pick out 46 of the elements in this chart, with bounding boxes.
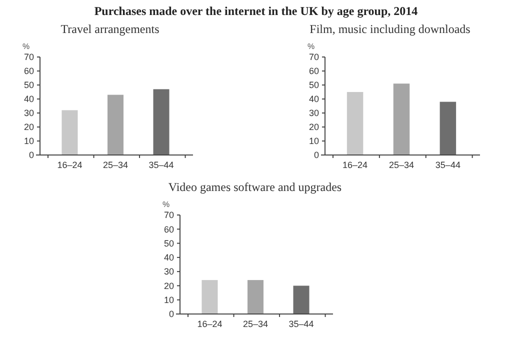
bar — [346, 92, 364, 155]
y-tick-label: 40 — [308, 94, 319, 104]
x-tick-label: 16–24 — [342, 160, 368, 170]
y-tick-label: 70 — [164, 210, 174, 220]
y-axis-title: % — [22, 42, 30, 51]
bar — [62, 110, 78, 155]
chart-subtitle: Travel arrangements — [60, 22, 160, 36]
x-tick-label: 35–44 — [288, 319, 314, 329]
bar — [153, 89, 170, 155]
chart-subtitle: Video games software and upgrades — [168, 180, 342, 194]
y-tick-label: 10 — [164, 295, 174, 306]
bar — [393, 84, 410, 155]
y-tick-label: 20 — [24, 122, 34, 132]
chart-subtitle: Film, music including downloads — [310, 22, 471, 36]
x-tick-label: 25–34 — [388, 160, 414, 170]
y-tick-label: 60 — [24, 66, 34, 76]
x-tick-label: 25–34 — [102, 160, 128, 170]
y-tick-label: 50 — [164, 238, 174, 248]
y-tick-label: 40 — [164, 252, 174, 263]
y-tick-label: 20 — [164, 280, 174, 291]
x-tick-label: 35–44 — [435, 160, 460, 170]
bar — [107, 94, 124, 155]
x-tick-label: 16–24 — [197, 319, 222, 329]
bar — [440, 102, 456, 155]
y-tick-label: 50 — [24, 80, 34, 90]
y-tick-label: 0 — [168, 309, 174, 320]
y-tick-label: 10 — [24, 136, 34, 146]
y-axis-title: % — [307, 42, 315, 51]
y-tick-label: 40 — [24, 94, 34, 104]
y-tick-label: 70 — [24, 52, 34, 62]
text: Purchases made over the internet in the UK by age group, 2014 — [94, 4, 418, 18]
y-tick-label: 60 — [308, 66, 319, 76]
y-tick-label: 30 — [164, 266, 174, 277]
y-tick-label: 10 — [308, 136, 319, 146]
y-tick-label: 70 — [308, 52, 319, 62]
y-axis-title: % — [162, 200, 170, 209]
y-tick-label: 0 — [28, 150, 34, 160]
x-tick-label: 16–24 — [57, 160, 82, 170]
y-tick-label: 60 — [164, 224, 174, 234]
y-tick-label: 20 — [308, 122, 319, 132]
y-tick-label: 30 — [24, 108, 34, 118]
y-tick-label: 50 — [308, 80, 319, 90]
x-tick-label: 35–44 — [148, 160, 174, 170]
y-tick-label: 0 — [314, 150, 319, 160]
x-tick-label: 25–34 — [242, 319, 268, 329]
y-tick-label: 30 — [308, 108, 319, 118]
